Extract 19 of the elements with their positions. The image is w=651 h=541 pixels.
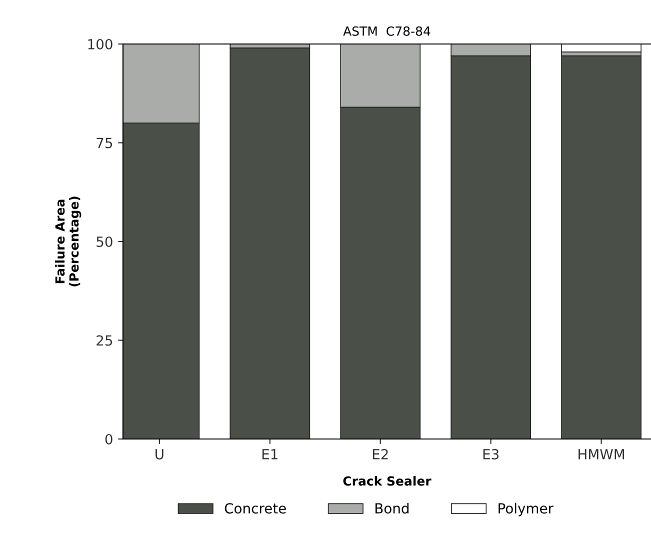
y-axis-title: Failure Area (Percentage) <box>55 196 82 286</box>
y-tick-label: 100 <box>88 38 112 50</box>
x-axis-title: Crack Sealer <box>343 476 432 486</box>
y-tick-label: 75 <box>96 138 112 148</box>
y-tick-label: 25 <box>96 335 112 346</box>
y-tick-label: 50 <box>96 236 112 247</box>
bar <box>230 48 310 439</box>
x-tick-label: E2 <box>372 448 388 460</box>
x-tick-label: E3 <box>483 448 499 460</box>
x-tick-label: HMWM <box>578 449 624 460</box>
x-tick-label: U <box>156 449 164 460</box>
legend-label: Polymer <box>498 502 554 516</box>
bar <box>561 55 642 439</box>
bar <box>561 44 642 52</box>
x-tick-label: E1 <box>262 449 278 460</box>
chart-title: ASTM C78-84 <box>343 26 430 36</box>
legend-label: Bond <box>376 502 409 514</box>
legend-label: Concrete <box>224 503 286 514</box>
y-tick-label: 0 <box>105 434 112 444</box>
